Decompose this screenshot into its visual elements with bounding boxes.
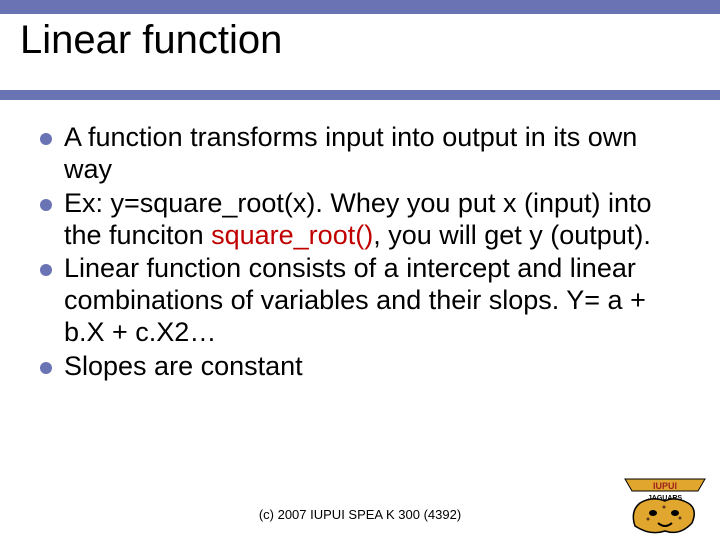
footer-copyright: (c) 2007 IUPUI SPEA K 300 (4392) (0, 507, 720, 522)
bullet-item: Linear function consists of a intercept … (40, 253, 690, 349)
jaguar-head-icon (633, 499, 694, 533)
bullet-list: A function transforms input into output … (40, 122, 690, 383)
slide-title: Linear function (20, 18, 282, 63)
bullet-highlight: square_root() (211, 220, 373, 250)
bullet-item: Slopes are constant (40, 351, 690, 383)
bullet-item: A function transforms input into output … (40, 122, 690, 186)
logo-banner-text: IUPUI (653, 481, 677, 491)
title-bar: Linear function (0, 0, 720, 100)
bullet-text: Slopes are constant (64, 351, 303, 381)
bullet-text: A function transforms input into output … (64, 122, 637, 184)
content-area: A function transforms input into output … (0, 100, 720, 383)
iupui-jaguars-logo: IUPUI JAGUARS (620, 471, 710, 536)
bullet-text: , you will get y (output). (373, 220, 651, 250)
bullet-item: Ex: y=square_root(x). Whey you put x (in… (40, 188, 690, 252)
bullet-text: Linear function consists of a intercept … (64, 253, 646, 347)
